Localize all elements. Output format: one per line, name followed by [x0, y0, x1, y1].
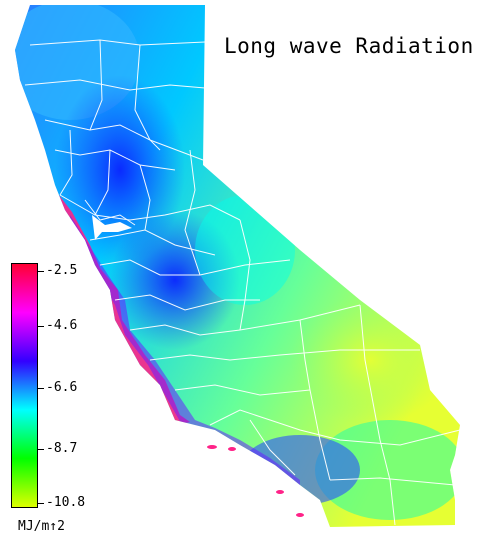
legend-tick [38, 449, 44, 450]
legend-tick [38, 503, 44, 504]
bay-area [92, 215, 132, 240]
sierra-region [195, 195, 295, 305]
legend-tick [38, 388, 44, 389]
legend-tick [38, 271, 44, 272]
county-boundaries [24, 39, 461, 526]
legend-unit: MJ/m↑2 [18, 519, 65, 534]
desert-region [290, 295, 450, 425]
south-coast-region [240, 435, 360, 505]
legend-tick-label: -4.6 [46, 318, 78, 333]
legend-color-scale [11, 263, 38, 508]
southern-desert-region [315, 420, 460, 520]
map-title: Long wave Radiation [224, 34, 474, 58]
san-joaquin-region [110, 210, 240, 350]
legend-tick-label: -10.8 [46, 495, 86, 510]
legend-tick-label: -2.5 [46, 263, 78, 278]
legend-tick [38, 326, 44, 327]
legend-tick-label: -6.6 [46, 380, 78, 395]
legend-tick-label: -8.7 [46, 441, 78, 456]
channel-islands [207, 445, 304, 517]
